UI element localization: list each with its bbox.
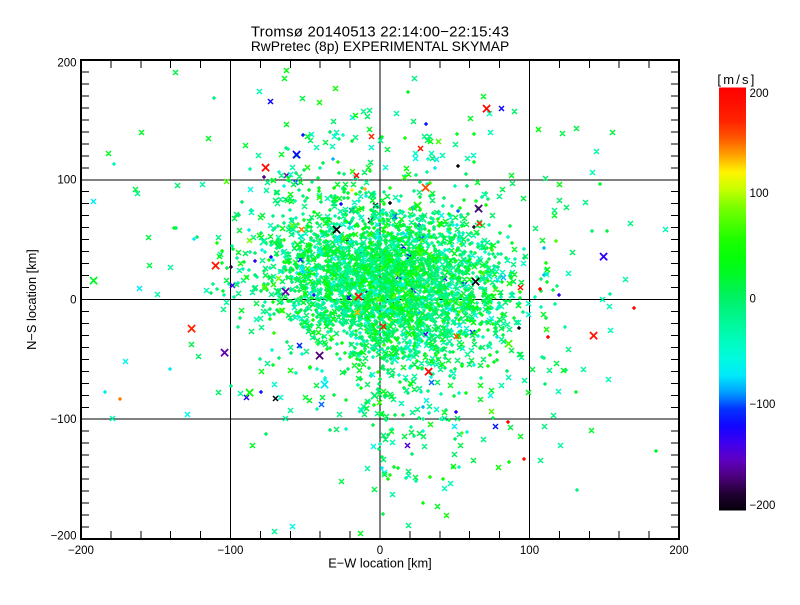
svg-text:−200: −200 [68,545,94,557]
svg-text:RwPretec (8p) EXPERIMENTAL SKY: RwPretec (8p) EXPERIMENTAL SKYMAP [251,39,509,54]
svg-text:0: 0 [750,294,756,306]
svg-text:0: 0 [70,294,76,306]
svg-text:200: 200 [669,545,688,557]
svg-text:100: 100 [520,545,539,557]
svg-text:−200: −200 [51,530,77,542]
svg-text:−100: −100 [750,399,776,411]
svg-text:−100: −100 [218,545,244,557]
svg-text:200: 200 [750,88,769,100]
svg-text:−200: −200 [750,500,776,512]
svg-text:−100: −100 [51,414,77,426]
svg-text:E−W location [km]: E−W location [km] [328,556,431,571]
svg-text:200: 200 [57,58,76,70]
svg-text:0: 0 [377,545,383,557]
svg-text:[m/s]: [m/s] [717,72,756,87]
svg-text:Tromsø 20140513 22:14:00−22:15: Tromsø 20140513 22:14:00−22:15:43 [251,24,509,41]
svg-text:100: 100 [57,175,76,187]
svg-text:N−S location [km]: N−S location [km] [24,249,39,350]
svg-text:100: 100 [750,188,769,200]
